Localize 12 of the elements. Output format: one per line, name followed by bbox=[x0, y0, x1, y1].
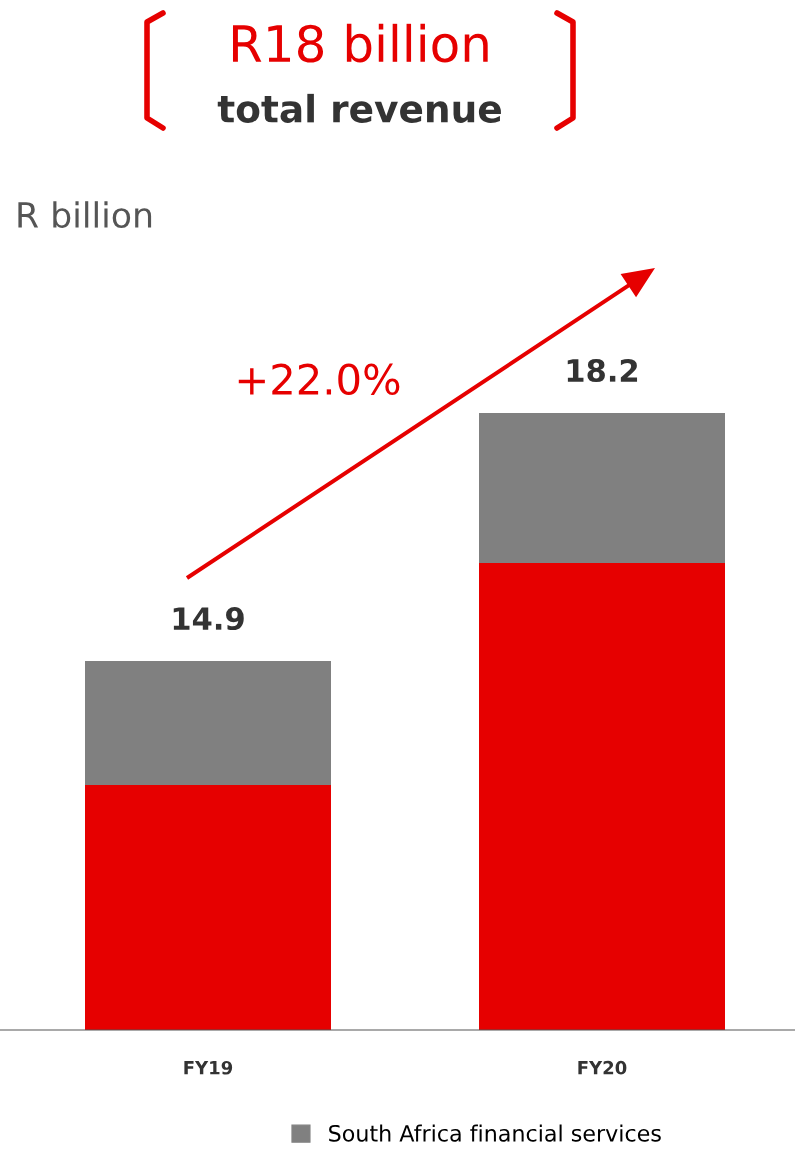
text: R billion bbox=[18, 201, 152, 229]
chart-title: R18 billion bbox=[232, 23, 488, 63]
bar bbox=[479, 413, 725, 563]
chart-subtitle: total revenue bbox=[217, 93, 501, 123]
annotation: 14.9 bbox=[173, 607, 244, 631]
x-tick-label: FY20 bbox=[578, 1060, 627, 1075]
x-tick-label: FY19 bbox=[184, 1060, 233, 1075]
legend-label: South Africa financial services bbox=[329, 1124, 661, 1142]
annotation: 18.2 bbox=[567, 358, 638, 383]
text: +22.0% bbox=[238, 363, 400, 396]
bar bbox=[85, 785, 331, 1030]
bar bbox=[85, 661, 331, 786]
